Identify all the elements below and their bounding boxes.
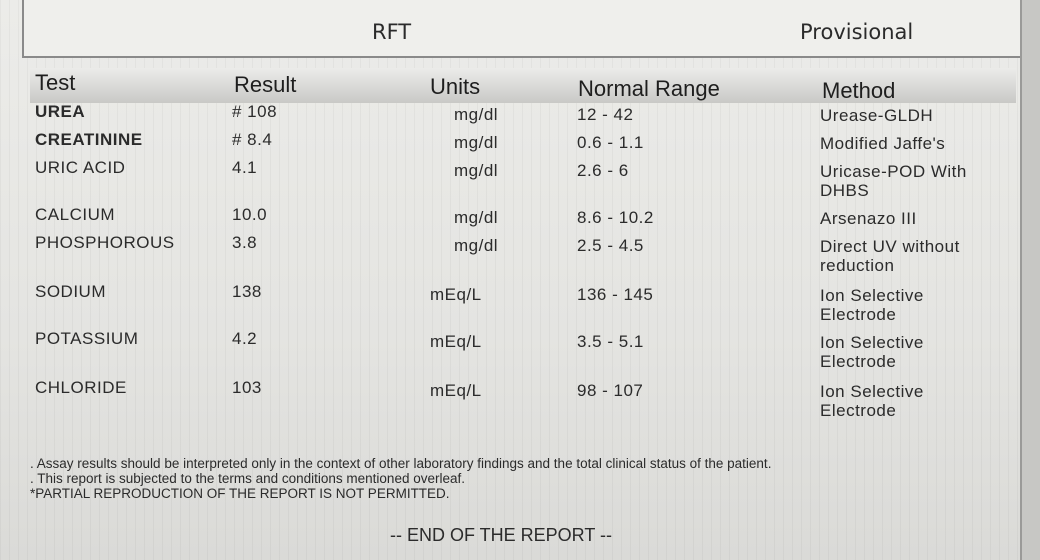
cell-method: Ion Selective Electrode [820, 286, 924, 324]
note: *PARTIAL REPRODUCTION OF THE REPORT IS N… [30, 486, 450, 501]
cell-result: # 8.4 [232, 130, 273, 149]
cell-units: mg/dl [454, 208, 499, 227]
column-header: Normal Range [578, 76, 720, 101]
window-edge [1020, 0, 1040, 560]
cell-test: PHOSPHOROUS [35, 233, 175, 252]
cell-method: Direct UV without reduction [820, 237, 960, 275]
cell-test: CALCIUM [35, 205, 116, 224]
header-box [22, 0, 1022, 58]
column-header: Result [234, 72, 297, 97]
cell-result: # 108 [232, 102, 278, 121]
cell-units: mg/dl [454, 105, 499, 124]
cell-range: 2.6 - 6 [577, 161, 629, 180]
note: . This report is subjected to the terms … [30, 471, 465, 486]
cell-method: Arsenazo III [820, 209, 917, 228]
cell-test: CHLORIDE [35, 378, 127, 397]
end-of-report: -- END OF THE REPORT -- [390, 525, 613, 545]
cell-test: URIC ACID [35, 158, 126, 177]
cell-range: 12 - 42 [577, 105, 634, 124]
cell-result: 4.1 [232, 158, 258, 177]
cell-range: 136 - 145 [577, 285, 654, 304]
cell-test: SODIUM [35, 282, 106, 301]
cell-range: 0.6 - 1.1 [577, 133, 644, 152]
cell-units: mg/dl [454, 161, 499, 180]
cell-method: Ion Selective Electrode [820, 382, 924, 420]
cell-test: CREATININE [35, 130, 143, 149]
cell-result: 4.2 [232, 329, 258, 348]
cell-range: 8.6 - 10.2 [577, 208, 654, 227]
cell-test: UREA [35, 102, 86, 121]
column-header: Test [35, 70, 76, 95]
cell-method: Ion Selective Electrode [820, 333, 924, 371]
cell-result: 10.0 [232, 205, 268, 224]
cell-method: Urease-GLDH [820, 106, 934, 125]
cell-result: 103 [232, 378, 262, 397]
cell-result: 138 [232, 282, 262, 301]
column-header-band [30, 68, 1016, 103]
report-status: Provisional [800, 20, 914, 44]
column-header: Method [822, 78, 896, 103]
cell-units: mg/dl [454, 236, 499, 255]
cell-method: Modified Jaffe's [820, 134, 946, 153]
cell-units: mEq/L [430, 381, 482, 400]
cell-units: mEq/L [430, 332, 482, 351]
column-header: Units [430, 74, 481, 99]
cell-units: mEq/L [430, 285, 482, 304]
cell-result: 3.8 [232, 233, 258, 252]
cell-test: POTASSIUM [35, 329, 139, 348]
cell-units: mg/dl [454, 133, 499, 152]
note: . Assay results should be interpreted on… [30, 456, 772, 471]
cell-range: 98 - 107 [577, 381, 644, 400]
cell-range: 2.5 - 4.5 [577, 236, 644, 255]
cell-range: 3.5 - 5.1 [577, 332, 644, 351]
report-title: RFT [372, 20, 412, 44]
cell-method: Uricase-POD With DHBS [820, 162, 967, 200]
